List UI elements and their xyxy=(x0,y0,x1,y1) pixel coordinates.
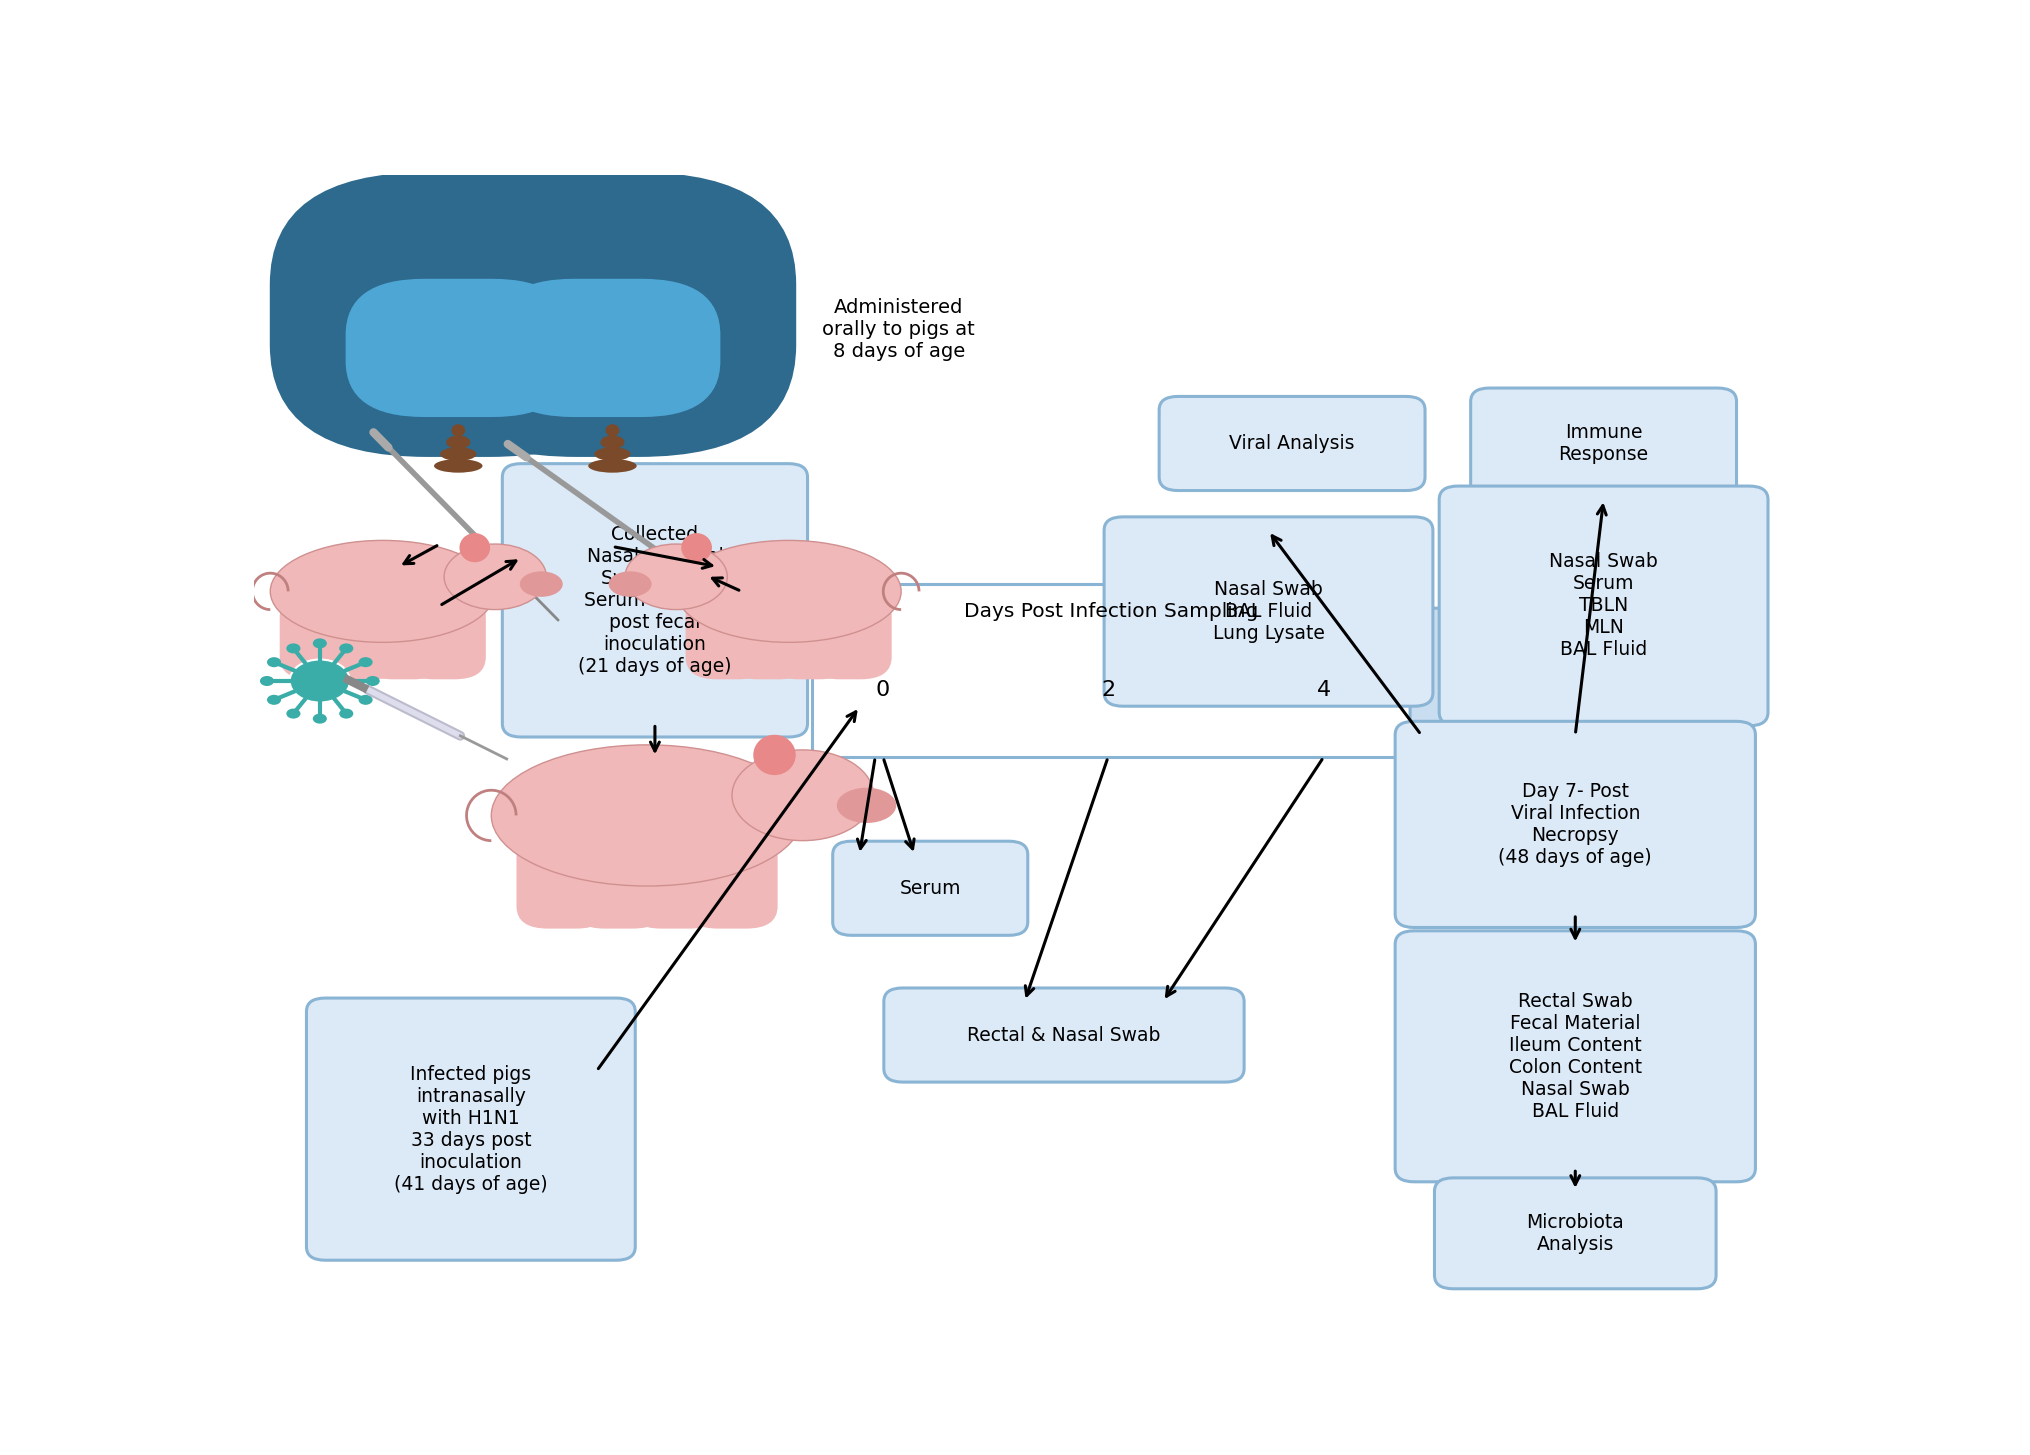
Ellipse shape xyxy=(676,540,901,642)
Circle shape xyxy=(286,643,300,653)
Ellipse shape xyxy=(447,435,471,450)
FancyBboxPatch shape xyxy=(495,279,721,418)
FancyBboxPatch shape xyxy=(345,279,570,418)
Ellipse shape xyxy=(570,246,646,307)
FancyBboxPatch shape xyxy=(280,595,363,679)
Circle shape xyxy=(290,659,349,703)
FancyBboxPatch shape xyxy=(1435,1179,1715,1289)
Ellipse shape xyxy=(589,460,637,473)
Ellipse shape xyxy=(605,425,619,436)
Text: Microbiota
Analysis: Microbiota Analysis xyxy=(1527,1213,1624,1254)
Circle shape xyxy=(313,713,327,723)
FancyBboxPatch shape xyxy=(1395,722,1756,927)
FancyBboxPatch shape xyxy=(1439,486,1768,726)
Ellipse shape xyxy=(445,544,546,610)
FancyBboxPatch shape xyxy=(408,259,599,384)
FancyBboxPatch shape xyxy=(832,841,1027,936)
Text: 2: 2 xyxy=(1100,679,1114,700)
FancyBboxPatch shape xyxy=(767,595,851,679)
Ellipse shape xyxy=(595,447,631,461)
Ellipse shape xyxy=(422,246,495,307)
Ellipse shape xyxy=(434,460,483,473)
FancyBboxPatch shape xyxy=(307,998,635,1260)
Text: Nasal Swab
Serum
TBLN
MLN
BAL Fluid: Nasal Swab Serum TBLN MLN BAL Fluid xyxy=(1549,553,1659,659)
FancyBboxPatch shape xyxy=(558,259,749,384)
Ellipse shape xyxy=(491,745,802,886)
Circle shape xyxy=(286,709,300,719)
Text: 4: 4 xyxy=(1317,679,1330,700)
Text: Administered
orally to pigs at
8 days of age: Administered orally to pigs at 8 days of… xyxy=(822,298,974,361)
Text: Rectal Swab
Fecal Material
Ileum Content
Colon Content
Nasal Swab
BAL Fluid: Rectal Swab Fecal Material Ileum Content… xyxy=(1508,992,1642,1120)
FancyBboxPatch shape xyxy=(727,595,810,679)
Ellipse shape xyxy=(520,572,562,597)
Circle shape xyxy=(359,658,374,668)
Circle shape xyxy=(339,709,353,719)
Ellipse shape xyxy=(270,540,495,642)
FancyBboxPatch shape xyxy=(812,583,1411,757)
FancyBboxPatch shape xyxy=(420,172,796,457)
FancyBboxPatch shape xyxy=(686,595,769,679)
Ellipse shape xyxy=(753,735,796,776)
Circle shape xyxy=(359,695,374,704)
FancyBboxPatch shape xyxy=(540,303,727,444)
FancyBboxPatch shape xyxy=(572,828,664,928)
Ellipse shape xyxy=(609,572,652,597)
FancyArrow shape xyxy=(1411,599,1504,739)
Ellipse shape xyxy=(601,435,625,450)
FancyBboxPatch shape xyxy=(339,303,526,444)
Ellipse shape xyxy=(682,533,713,562)
Text: Nasal Swab
BAL Fluid
Lung Lysate: Nasal Swab BAL Fluid Lung Lysate xyxy=(1212,581,1324,643)
Circle shape xyxy=(339,643,353,653)
FancyBboxPatch shape xyxy=(1470,388,1736,499)
Ellipse shape xyxy=(451,425,465,436)
FancyBboxPatch shape xyxy=(489,303,676,444)
Ellipse shape xyxy=(625,544,727,610)
FancyBboxPatch shape xyxy=(392,303,577,444)
FancyBboxPatch shape xyxy=(361,595,445,679)
FancyBboxPatch shape xyxy=(1159,396,1425,490)
Text: 0: 0 xyxy=(875,679,891,700)
FancyBboxPatch shape xyxy=(1395,931,1756,1181)
Ellipse shape xyxy=(733,749,873,841)
Text: Collected
Nasal & Rectal
Swabs, and
Serum 13 days
post fecal
inoculation
(21 day: Collected Nasal & Rectal Swabs, and Seru… xyxy=(579,525,731,675)
FancyBboxPatch shape xyxy=(883,988,1244,1083)
Ellipse shape xyxy=(836,787,897,824)
FancyBboxPatch shape xyxy=(321,595,404,679)
FancyBboxPatch shape xyxy=(501,464,808,738)
Text: Day 7- Post
Viral Infection
Necropsy
(48 days of age): Day 7- Post Viral Infection Necropsy (48… xyxy=(1498,781,1652,867)
Text: Days Post Infection Sampling: Days Post Infection Sampling xyxy=(964,602,1259,621)
Text: Immune
Response: Immune Response xyxy=(1559,423,1648,464)
Text: Rectal & Nasal Swab: Rectal & Nasal Swab xyxy=(966,1026,1161,1045)
Ellipse shape xyxy=(459,533,489,562)
FancyBboxPatch shape xyxy=(317,259,510,384)
Text: Viral Analysis: Viral Analysis xyxy=(1230,434,1354,453)
FancyBboxPatch shape xyxy=(516,828,607,928)
Circle shape xyxy=(365,677,380,685)
FancyBboxPatch shape xyxy=(686,828,777,928)
Ellipse shape xyxy=(441,447,477,461)
Text: Rural and Urban
infant fecal
microbiota: Rural and Urban infant fecal microbiota xyxy=(463,214,637,281)
Text: Serum: Serum xyxy=(899,879,960,898)
Circle shape xyxy=(268,695,280,704)
Circle shape xyxy=(268,658,280,668)
Circle shape xyxy=(313,639,327,649)
Text: Infected pigs
intranasally
with H1N1
33 days post
inoculation
(41 days of age): Infected pigs intranasally with H1N1 33 … xyxy=(394,1065,548,1193)
FancyBboxPatch shape xyxy=(270,172,648,457)
Circle shape xyxy=(260,677,274,685)
FancyBboxPatch shape xyxy=(467,259,658,384)
FancyBboxPatch shape xyxy=(402,595,485,679)
FancyBboxPatch shape xyxy=(808,595,891,679)
FancyBboxPatch shape xyxy=(629,828,721,928)
FancyBboxPatch shape xyxy=(1104,517,1433,706)
